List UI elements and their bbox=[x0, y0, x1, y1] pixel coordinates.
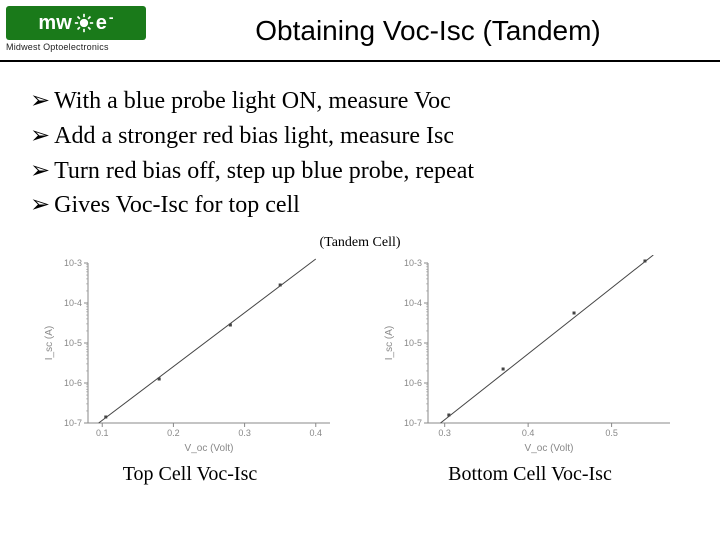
svg-text:I_sc (A): I_sc (A) bbox=[44, 326, 55, 360]
bullet-item: ➢ With a blue probe light ON, measure Vo… bbox=[30, 84, 690, 119]
logo-text-right: e bbox=[96, 12, 107, 35]
svg-text:0.1: 0.1 bbox=[96, 428, 109, 438]
page-title: Obtaining Voc-Isc (Tandem) bbox=[146, 15, 710, 47]
bullet-text: Turn red bias off, step up blue probe, r… bbox=[54, 154, 474, 189]
logo-text-left: mw bbox=[38, 12, 71, 35]
charts-row: 0.1 0.2 0.3 0.4 10-7 10-6 10-5 10-4 10-3 V_oc (Vo… bbox=[0, 251, 720, 486]
gear-icon bbox=[74, 13, 94, 33]
bullet-text: With a blue probe light ON, measure Voc bbox=[54, 84, 451, 119]
top-cell-chart-wrap: 0.1 0.2 0.3 0.4 10-7 10-6 10-5 10-4 10-3 V_oc (Vo… bbox=[35, 255, 345, 486]
svg-text:10-4: 10-4 bbox=[404, 298, 422, 308]
top-cell-chart: 0.1 0.2 0.3 0.4 10-7 10-6 10-5 10-4 10-3 V_oc (Vo… bbox=[40, 255, 340, 455]
logo-subtitle: Midwest Optoelectronics bbox=[6, 40, 146, 52]
svg-text:0.3: 0.3 bbox=[438, 428, 451, 438]
chevron-right-icon: ➢ bbox=[30, 154, 54, 189]
svg-text:0.3: 0.3 bbox=[238, 428, 251, 438]
svg-text:0.4: 0.4 bbox=[310, 428, 323, 438]
chevron-right-icon: ➢ bbox=[30, 84, 54, 119]
svg-text:10-5: 10-5 bbox=[64, 338, 82, 348]
bullet-text: Gives Voc-Isc for top cell bbox=[54, 188, 300, 223]
svg-text:I_sc (A): I_sc (A) bbox=[384, 326, 395, 360]
logo-minus: - bbox=[109, 9, 114, 25]
logo-box: mw e - bbox=[6, 6, 146, 40]
svg-text:10-6: 10-6 bbox=[404, 378, 422, 388]
top-cell-caption: Top Cell Voc-Isc bbox=[123, 455, 258, 486]
bullet-item: ➢ Add a stronger red bias light, measure… bbox=[30, 119, 690, 154]
slide-header: mw e - Mid bbox=[0, 0, 720, 62]
svg-text:10-7: 10-7 bbox=[404, 418, 422, 428]
bottom-cell-chart-wrap: 0.3 0.4 0.5 10-7 10-6 10-5 10-4 10-3 V_oc (Volt)… bbox=[375, 255, 685, 486]
bullet-text: Add a stronger red bias light, measure I… bbox=[54, 119, 454, 154]
chevron-right-icon: ➢ bbox=[30, 119, 54, 154]
company-logo: mw e - Mid bbox=[6, 6, 146, 56]
svg-text:V_oc (Volt): V_oc (Volt) bbox=[525, 443, 574, 454]
svg-text:0.4: 0.4 bbox=[522, 428, 535, 438]
svg-text:10-6: 10-6 bbox=[64, 378, 82, 388]
svg-text:V_oc (Volt): V_oc (Volt) bbox=[185, 443, 234, 454]
svg-text:10-4: 10-4 bbox=[64, 298, 82, 308]
bottom-cell-chart: 0.3 0.4 0.5 10-7 10-6 10-5 10-4 10-3 V_oc (Volt)… bbox=[380, 255, 680, 455]
tandem-cell-label: (Tandem Cell) bbox=[0, 229, 720, 251]
svg-text:10-3: 10-3 bbox=[404, 258, 422, 268]
bullet-list: ➢ With a blue probe light ON, measure Vo… bbox=[0, 62, 720, 229]
svg-text:10-7: 10-7 bbox=[64, 418, 82, 428]
bullet-item: ➢ Turn red bias off, step up blue probe,… bbox=[30, 154, 690, 189]
bottom-cell-caption: Bottom Cell Voc-Isc bbox=[448, 455, 612, 486]
svg-text:0.5: 0.5 bbox=[605, 428, 618, 438]
svg-text:10-3: 10-3 bbox=[64, 258, 82, 268]
svg-text:0.2: 0.2 bbox=[167, 428, 180, 438]
chevron-right-icon: ➢ bbox=[30, 188, 54, 223]
svg-text:10-5: 10-5 bbox=[404, 338, 422, 348]
bullet-item: ➢ Gives Voc-Isc for top cell bbox=[30, 188, 690, 223]
